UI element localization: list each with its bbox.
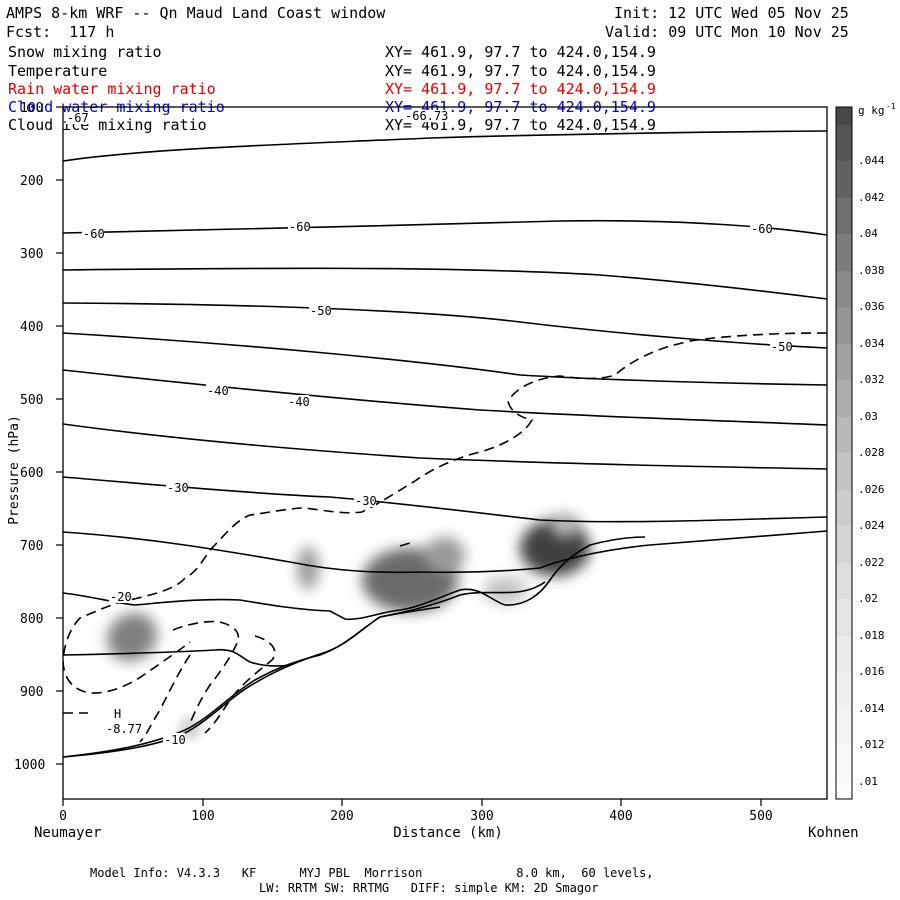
x-tick-labels: 0 100 200 300 400 500 xyxy=(59,809,773,824)
colorbar-label: .018 xyxy=(858,629,885,642)
contour-label: -10 xyxy=(164,733,186,747)
init-time: Init: 12 UTC Wed 05 Nov 25 xyxy=(614,4,849,22)
y-tick-label: 300 xyxy=(20,247,43,262)
colorbar-label: .028 xyxy=(858,446,885,459)
model-info-line2: LW: RRTM SW: RRTMG DIFF: simple KM: 2D S… xyxy=(259,881,599,895)
contour-label: -67 xyxy=(67,111,89,125)
colorbar-label: .03 xyxy=(858,410,878,423)
dashed-contours xyxy=(63,332,827,743)
dashed-contour-line xyxy=(204,635,276,734)
contour-label: -60 xyxy=(751,222,773,236)
shade-blob xyxy=(425,537,465,573)
x-tick-label: 100 xyxy=(191,809,214,824)
isotherm-line xyxy=(63,648,291,667)
legend-temperature-label: Temperature xyxy=(8,62,108,80)
legend-rain-xy: XY= 461.9, 97.7 to 424.0,154.9 xyxy=(385,80,656,98)
y-tick-label: 600 xyxy=(20,466,43,481)
shade-blob xyxy=(106,612,158,662)
colorbar-label: .014 xyxy=(858,702,885,715)
right-endpoint-label: Kohnen xyxy=(808,825,859,841)
colorbar-label: .032 xyxy=(858,373,885,386)
chart-title: AMPS 8-km WRF -- Qn Maud Land Coast wind… xyxy=(6,4,386,22)
forecast-hour: Fcst: 117 h xyxy=(6,23,115,41)
x-tick-label: 200 xyxy=(330,809,353,824)
colorbar-label: .042 xyxy=(858,191,885,204)
y-tick-label: 900 xyxy=(20,685,43,700)
y-tick-label: 800 xyxy=(20,612,43,627)
colorbar-label: .044 xyxy=(858,154,885,167)
contour-label: -20 xyxy=(110,590,132,604)
y-tick-label: 200 xyxy=(20,174,43,189)
contour-label: -8.77 xyxy=(106,722,142,736)
y-tick-label: 700 xyxy=(20,539,43,554)
y-tick-label: 500 xyxy=(20,393,43,408)
isotherm-line xyxy=(63,219,827,236)
dashed-contour-line xyxy=(172,620,240,724)
x-tick-label: 500 xyxy=(749,809,772,824)
valid-time: Valid: 09 UTC Mon 10 Nov 25 xyxy=(605,23,849,41)
colorbar-labels: g kg -1 .01 .012 .014 .016 .018 .02 .022… xyxy=(858,102,896,788)
contour-label: -60 xyxy=(289,220,311,234)
colorbar-label: .036 xyxy=(858,300,885,313)
dashed-contour-line xyxy=(63,332,827,694)
x-tick-label: 400 xyxy=(609,809,632,824)
legend-temperature-xy: XY= 461.9, 97.7 to 424.0,154.9 xyxy=(385,62,656,80)
y-tick-label: 100 xyxy=(20,101,43,116)
shade-blob xyxy=(483,576,527,604)
legend-rain-label: Rain water mixing ratio xyxy=(8,80,216,98)
isotherm-line xyxy=(63,302,827,349)
isotherm-line xyxy=(63,536,646,621)
contour-label: -30 xyxy=(355,494,377,508)
legend-snow-xy: XY= 461.9, 97.7 to 424.0,154.9 xyxy=(385,43,656,61)
model-info-line1: Model Info: V4.3.3 KF MYJ PBL Morrison 8… xyxy=(90,866,654,880)
x-tick-label: 0 xyxy=(59,809,67,824)
colorbar xyxy=(835,106,853,800)
left-endpoint-label: Neumayer xyxy=(34,825,101,841)
colorbar-label: .022 xyxy=(858,556,885,569)
colorbar-label: .012 xyxy=(858,738,885,751)
colorbar-label: .02 xyxy=(858,592,878,605)
contour-label: -66.73 xyxy=(405,109,448,123)
colorbar-label: .034 xyxy=(858,337,885,350)
shade-blob xyxy=(551,513,579,537)
isotherm-line xyxy=(63,423,827,470)
contour-label: -60 xyxy=(83,227,105,241)
isotherm-line xyxy=(63,130,827,162)
isotherm-line xyxy=(63,476,827,523)
x-axis-label: Distance (km) xyxy=(393,825,503,841)
colorbar-label: .016 xyxy=(858,665,885,678)
isotherm-line xyxy=(63,530,827,574)
y-tick-label: 400 xyxy=(20,320,43,335)
contour-label: -50 xyxy=(771,340,793,354)
dashed-contour-line xyxy=(139,654,191,743)
legend-snow-label: Snow mixing ratio xyxy=(8,43,162,61)
contour-label: -40 xyxy=(207,384,229,398)
colorbar-unit: g kg xyxy=(858,104,885,117)
colorbar-label: .024 xyxy=(858,519,885,532)
isotherm-line xyxy=(63,267,827,300)
contour-label: -30 xyxy=(167,481,189,495)
contour-label: -50 xyxy=(310,304,332,318)
contour-labels: -67 -66.73 -60 -60 -60 -50 -50 -40 -40 -… xyxy=(66,109,793,747)
y-axis-label: Pressure (hPa) xyxy=(7,415,22,525)
colorbar-label: .038 xyxy=(858,264,885,277)
isotherm-line xyxy=(63,332,827,386)
mixing-ratio-shading xyxy=(106,513,590,740)
x-tick-label: 300 xyxy=(470,809,493,824)
shade-blob xyxy=(297,546,319,590)
high-marker: H xyxy=(114,707,121,721)
axis-ticks xyxy=(56,106,762,806)
plot-frame xyxy=(62,106,828,800)
isotherm-line xyxy=(63,369,827,426)
colorbar-label: .04 xyxy=(858,227,878,240)
y-tick-labels: 100 200 300 400 500 600 700 800 900 1000 xyxy=(14,101,45,773)
colorbar-unit-exponent: -1 xyxy=(886,102,896,111)
colorbar-label: .026 xyxy=(858,483,885,496)
isotherms xyxy=(63,130,827,758)
dashed-contour-line xyxy=(399,542,411,547)
y-tick-label: 1000 xyxy=(14,758,45,773)
colorbar-label: .01 xyxy=(858,775,878,788)
contour-label: -40 xyxy=(288,395,310,409)
